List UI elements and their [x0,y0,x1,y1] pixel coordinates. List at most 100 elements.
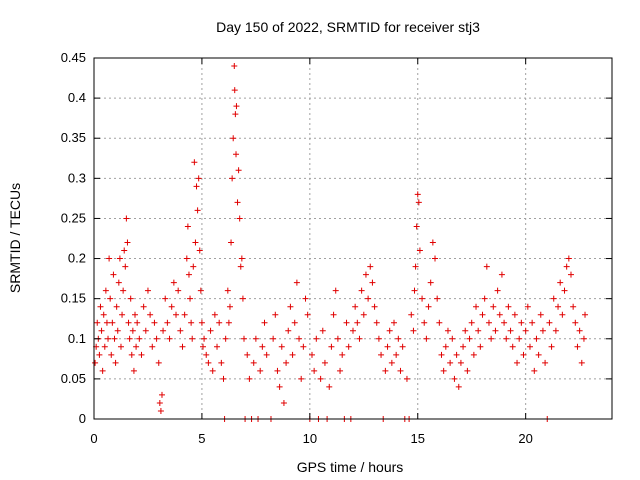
data-point [358,287,365,294]
data-point [147,311,154,318]
data-point [122,263,129,270]
data-point [115,279,122,286]
data-point [228,239,235,246]
data-point [514,359,521,366]
chart-title: Day 150 of 2022, SRMTID for receiver stj… [216,19,480,35]
data-point [328,343,335,350]
data-point [300,343,307,350]
data-point [460,343,467,350]
data-point [96,351,103,358]
data-point [475,327,482,334]
data-point [382,367,389,374]
data-point [230,135,237,142]
data-point [289,351,296,358]
data-point [574,343,581,350]
data-point [518,319,525,326]
data-point [567,271,574,278]
plot-frame [93,57,613,420]
y-tick-label: 0.1 [68,331,86,346]
data-point [232,111,239,118]
data-point [509,343,516,350]
data-point [102,287,109,294]
data-point [436,319,443,326]
data-point [101,343,108,350]
data-point [153,335,160,342]
data-point [276,383,283,390]
data-point [350,327,356,334]
data-point [369,279,376,286]
data-point [485,319,492,326]
data-point [539,327,546,334]
data-point [473,303,480,310]
data-point [559,311,566,318]
data-point [287,303,294,310]
data-point [313,335,320,342]
data-point [142,327,149,334]
data-point [427,279,434,286]
data-point [391,319,398,326]
data-point [410,327,417,334]
y-tick-labels: 0 0.05 0.1 0.15 0.2 0.25 0.3 0.35 0.4 0.45 [61,50,86,426]
data-point [367,263,374,270]
data-point [112,359,119,366]
y-tick-label: 0.3 [68,170,86,185]
data-point [326,383,333,390]
data-point [479,311,486,318]
points [92,63,589,422]
data-point [362,271,369,278]
y-tick-label: 0.2 [68,251,86,266]
data-point [207,327,214,334]
data-point [298,375,305,382]
data-point [244,351,251,358]
data-point [285,327,292,334]
data-point [371,303,378,310]
y-tick-label: 0.25 [61,210,86,225]
data-point [399,343,406,350]
data-point [533,335,540,342]
data-point [129,327,136,334]
data-point [423,335,430,342]
data-point [117,343,124,350]
data-point [246,375,253,382]
data-point [505,303,512,310]
data-point [111,335,118,342]
data-point [128,351,135,358]
data-point [191,159,198,166]
data-point [126,335,133,342]
data-point [434,295,441,302]
data-point [432,255,439,262]
data-point [224,287,231,294]
data-point [216,319,223,326]
data-point [438,351,445,358]
data-point [189,335,196,342]
data-point [498,271,505,278]
y-axis-label: SRMTID / TECUs [7,183,23,293]
data-point [222,335,229,342]
data-point [173,311,180,318]
data-point [578,359,585,366]
data-point [110,271,117,278]
data-point [158,391,165,398]
data-point [134,319,141,326]
data-point [124,239,131,246]
data-point [164,319,171,326]
data-point [332,287,339,294]
data-point [492,327,499,334]
data-point [252,335,259,342]
data-point [184,223,191,230]
data-point [457,359,464,366]
data-point [259,343,266,350]
data-point [319,327,326,334]
data-point [177,327,184,334]
data-point [291,319,298,326]
data-point [229,175,236,182]
data-point [226,303,233,310]
y-tick-label: 0.15 [61,291,86,306]
data-point [352,303,359,310]
data-point [108,351,115,358]
data-point [261,319,268,326]
data-point [304,311,311,318]
data-point [125,319,132,326]
data-point [214,343,221,350]
data-point [576,327,583,334]
